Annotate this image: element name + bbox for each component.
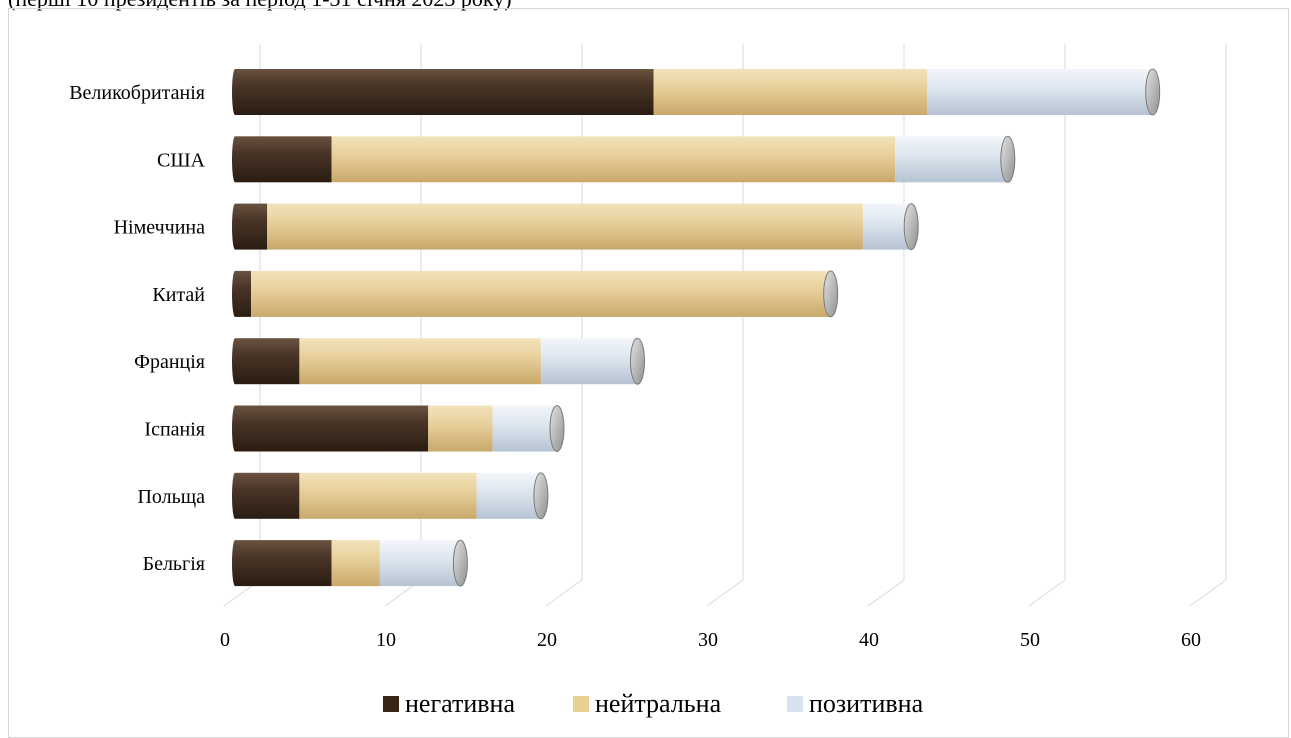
bar-segment [476, 472, 541, 519]
bar-segment [235, 69, 654, 115]
x-tick-label: 60 [1181, 629, 1201, 651]
gridline-floor [1189, 579, 1227, 607]
category-label: США [157, 149, 206, 171]
bar-segment [492, 405, 557, 452]
legend-label: негативна [405, 689, 515, 718]
bar-segment [428, 405, 493, 452]
category-label: Китай [152, 284, 205, 306]
category-label: Великобританія [69, 82, 205, 104]
bar-segment [235, 338, 300, 385]
bars [232, 68, 1161, 587]
legend-label: нейтральна [595, 689, 722, 718]
x-tick-label: 50 [1020, 629, 1040, 651]
gridline-floor [867, 579, 905, 607]
bar-end-cap [452, 539, 468, 587]
bar-segment [235, 540, 332, 587]
bar-segment [235, 136, 332, 183]
bar-segment [235, 405, 429, 452]
legend-swatch [383, 696, 399, 712]
bar-segment [653, 69, 928, 115]
chart-caption: (перші 10 президентів за період 1-31 січ… [8, 0, 512, 12]
bar-start-cap [232, 69, 238, 115]
category-label: Бельгія [143, 553, 205, 575]
x-tick-label: 30 [698, 629, 718, 651]
gridlines [223, 44, 1227, 607]
gridline-floor [706, 579, 744, 607]
bar-segment [927, 69, 1153, 115]
legend-label: позитивна [809, 689, 924, 718]
bar-end-cap [823, 270, 839, 318]
bar-segment [235, 270, 252, 317]
category-label: Іспанія [144, 419, 205, 441]
category-label: Німеччина [114, 217, 206, 239]
legend: негативна нейтральна позитивна [383, 689, 924, 718]
bar-end-cap [630, 337, 645, 385]
bar-segment [862, 203, 912, 250]
bar-segment [331, 540, 380, 587]
bar-segment [540, 338, 638, 385]
bar-segment [235, 203, 268, 250]
x-tick-label: 20 [537, 629, 557, 651]
legend-swatch [787, 696, 803, 712]
bar-start-cap [232, 472, 238, 519]
category-label: Франція [134, 351, 205, 373]
x-axis-labels: 0 10 20 30 40 50 60 [220, 629, 1201, 651]
bar-segment [895, 136, 1008, 183]
bar-end-cap [1000, 135, 1016, 183]
bar-end-cap [533, 472, 549, 520]
bar-segment [379, 540, 461, 587]
gridline-floor [545, 579, 583, 607]
x-tick-label: 40 [859, 629, 879, 651]
bar-end-cap [549, 405, 565, 452]
bar-start-cap [232, 270, 238, 317]
bar-end-cap [1145, 68, 1161, 116]
bar-end-cap [903, 203, 919, 251]
x-tick-label: 0 [220, 629, 230, 651]
bar-segment [299, 472, 477, 519]
bar-segment [251, 270, 831, 317]
bar-start-cap [232, 136, 238, 183]
legend-swatch [573, 696, 589, 712]
x-tick-label: 10 [376, 629, 396, 651]
bar-segment [331, 136, 896, 183]
y-axis-labels: Великобританія США Німеччина Китай Франція Іс… [69, 82, 205, 575]
bar-segment [299, 338, 541, 385]
bar-segment [267, 203, 863, 250]
bar-start-cap [232, 338, 238, 385]
bar-segment [235, 472, 300, 519]
gridline-floor [1028, 579, 1066, 607]
category-label: Польща [137, 486, 205, 508]
bar-start-cap [232, 203, 238, 250]
bar-start-cap [232, 405, 238, 452]
bar-start-cap [232, 540, 238, 587]
